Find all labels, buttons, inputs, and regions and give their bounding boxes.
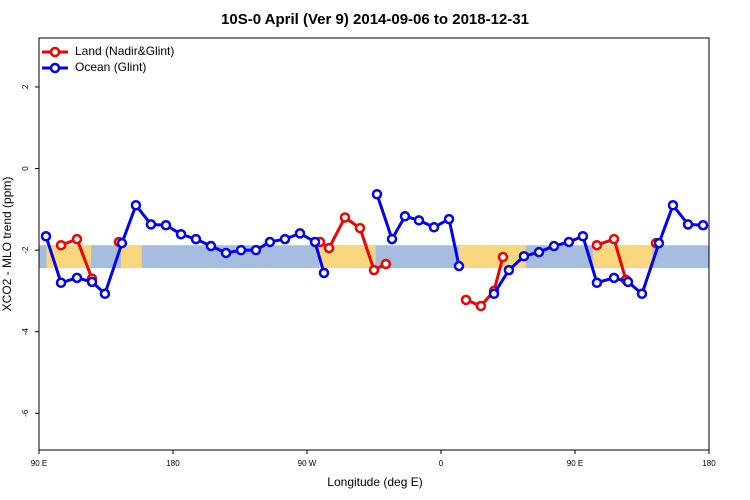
legend-marker (49, 62, 61, 74)
point (453, 260, 465, 272)
point (475, 300, 487, 312)
point (443, 213, 455, 225)
point (563, 236, 575, 248)
point (608, 272, 620, 284)
point (548, 240, 560, 252)
point (40, 230, 52, 242)
point (294, 228, 306, 239)
point (205, 240, 217, 252)
point (503, 264, 515, 276)
point (371, 188, 383, 200)
point (279, 233, 291, 245)
point (591, 277, 603, 289)
point (220, 247, 232, 259)
point (71, 272, 83, 284)
point (235, 244, 247, 256)
point (518, 250, 530, 262)
point (368, 264, 380, 276)
point (55, 239, 67, 251)
series-line (465, 256, 505, 308)
point (250, 244, 262, 256)
legend-label: Land (Nadir&Glint) (75, 44, 174, 58)
y-tick-label: -4 (21, 328, 30, 336)
point (190, 233, 202, 245)
point (636, 288, 648, 300)
point (130, 199, 142, 211)
land-patch (458, 245, 526, 269)
legend-marker (49, 46, 61, 58)
x-tick-label: 0 (439, 459, 444, 468)
point (55, 277, 67, 289)
point (380, 258, 392, 270)
x-tick-label: 90 E (567, 459, 583, 468)
x-axis-label: Longitude (deg E) (327, 475, 422, 489)
point (71, 233, 83, 245)
y-tick-label: -2 (21, 246, 30, 254)
land-patch (120, 245, 142, 269)
x-tick-label: 90 W (298, 459, 317, 468)
plot-frame (38, 37, 710, 451)
point (488, 288, 500, 300)
y-axis-label: XCO2 - MLO trend (ppm) (0, 177, 14, 312)
point (264, 236, 276, 248)
x-tick-label: 180 (166, 459, 180, 468)
point (86, 276, 98, 288)
band-layer (39, 245, 709, 269)
x-tick-label: 90 E (31, 459, 47, 468)
point (577, 230, 589, 242)
point (386, 233, 398, 245)
point (428, 222, 440, 233)
y-tick-label: 2 (21, 84, 30, 89)
point (682, 219, 694, 230)
point (116, 237, 128, 249)
point (399, 211, 411, 222)
point (667, 199, 679, 211)
land-patch (592, 245, 653, 269)
point (460, 294, 472, 306)
point (497, 251, 509, 263)
point (653, 237, 665, 249)
point (99, 288, 111, 300)
point (697, 219, 709, 231)
chart-title: 10S-0 April (Ver 9) 2014-09-06 to 2018-1… (221, 11, 529, 28)
point (339, 212, 351, 223)
point (354, 222, 366, 234)
plot (40, 188, 709, 312)
point (622, 276, 634, 288)
point (608, 233, 620, 245)
y-tick-label: -6 (21, 409, 30, 417)
point (591, 239, 603, 251)
x-tick-label: 180 (702, 459, 716, 468)
point (309, 236, 321, 248)
y-tick-label: 0 (21, 166, 30, 171)
point (318, 267, 330, 279)
point (160, 219, 172, 231)
legend-label: Ocean (Glint) (75, 60, 146, 74)
point (533, 246, 545, 258)
point (145, 219, 157, 230)
point (413, 215, 425, 226)
point (175, 228, 187, 240)
point (323, 242, 335, 254)
